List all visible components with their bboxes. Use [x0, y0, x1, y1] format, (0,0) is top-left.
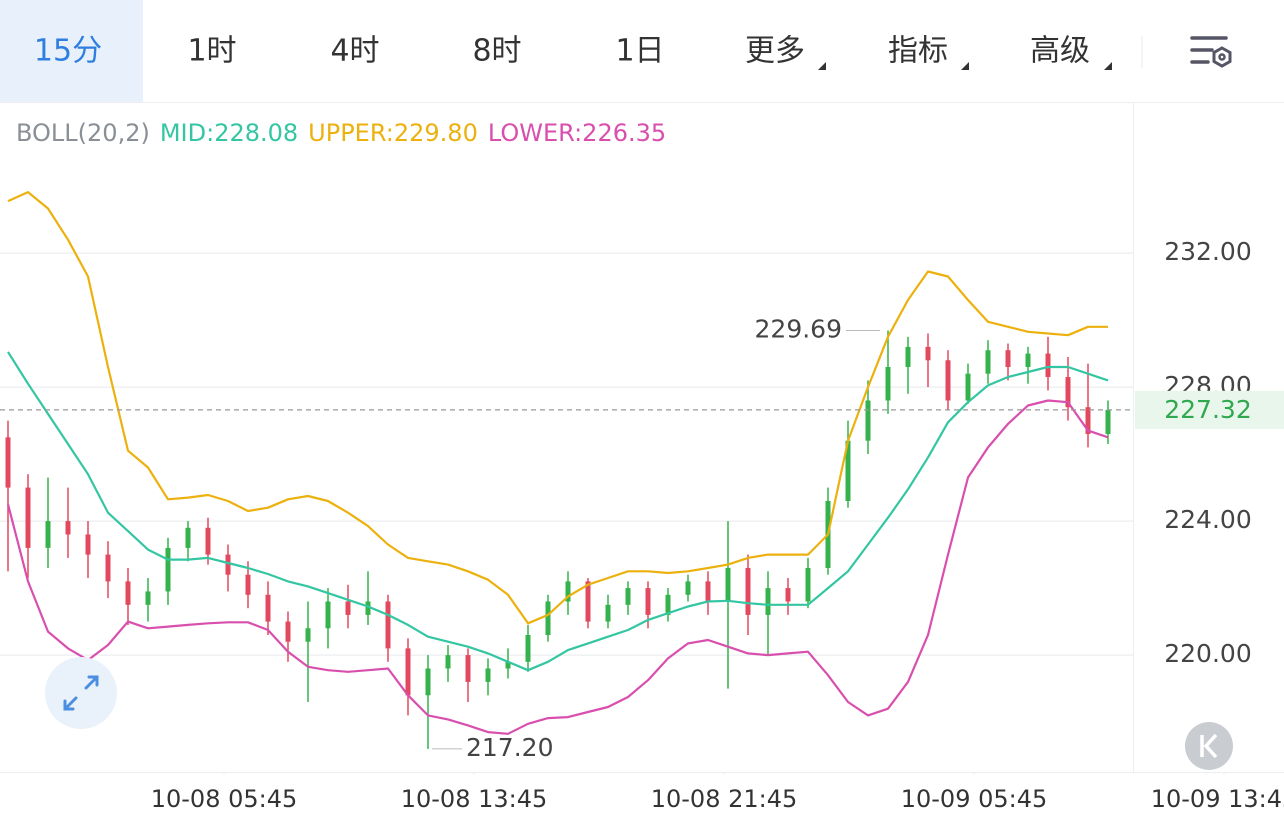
candle-body	[85, 534, 91, 555]
tab[interactable]: 8时	[472, 34, 521, 69]
dropdown-caret	[961, 62, 969, 70]
low-label: 217.20	[466, 733, 553, 762]
candle-body	[1085, 407, 1091, 434]
candle-body	[185, 527, 191, 548]
candle-body	[405, 648, 411, 696]
candle-body	[465, 655, 471, 682]
legend-entry: MID:228.08	[160, 119, 298, 147]
candle-body	[45, 521, 51, 548]
candle-body	[245, 574, 251, 595]
candle-body	[425, 668, 431, 696]
legend-entry: LOWER:226.35	[488, 119, 666, 147]
candle-body	[145, 591, 151, 605]
candle-body	[1045, 353, 1051, 378]
indicator-line	[6, 399, 1109, 735]
candle-body	[1025, 353, 1031, 367]
candle-body	[865, 400, 871, 441]
candle-body	[625, 588, 631, 605]
candle-body	[105, 554, 111, 582]
x-tick-label: 10-09 05:45	[901, 785, 1048, 813]
indicator-label: BOLL(20,2)	[16, 119, 150, 147]
candle-body	[365, 601, 371, 615]
tab[interactable]: 4时	[330, 34, 379, 69]
x-tick-label: 10-08 13:45	[401, 785, 548, 813]
tab[interactable]: 高级	[1030, 34, 1090, 69]
settings-icon[interactable]	[1190, 36, 1232, 68]
indicator-line	[7, 351, 1109, 672]
candle-body	[225, 554, 231, 575]
x-tick-label: 10-08 05:45	[151, 785, 298, 813]
y-tick-label: 220.00	[1164, 639, 1251, 668]
candle-body	[545, 601, 551, 635]
candle-body	[885, 366, 891, 401]
candle-body	[1005, 350, 1011, 367]
candle-body	[525, 634, 531, 662]
scroll-latest-button[interactable]	[1185, 722, 1233, 770]
active-tab-bg	[0, 0, 143, 102]
x-tick-label: 10-08 21:45	[651, 785, 798, 813]
indicator-line	[7, 191, 1108, 625]
y-tick-label: 224.00	[1164, 505, 1251, 534]
dropdown-caret	[818, 62, 826, 70]
tab[interactable]: 1时	[187, 34, 236, 69]
candle-body	[585, 581, 591, 622]
candle-body	[345, 601, 351, 615]
y-tick-label: 232.00	[1164, 237, 1251, 266]
candle-body	[505, 661, 511, 669]
candle-body	[705, 581, 711, 602]
legend-entry: UPPER:229.80	[308, 119, 478, 147]
candle-body	[845, 440, 851, 501]
candle-body	[265, 594, 271, 622]
tab[interactable]: 指标	[888, 34, 948, 69]
candle-body	[605, 604, 611, 622]
candle-body	[945, 360, 951, 401]
candle-body	[205, 527, 211, 555]
candle-body	[565, 581, 571, 602]
candle-body	[665, 594, 671, 615]
candle-body	[445, 655, 451, 669]
toolbar	[0, 0, 1284, 102]
candle-body	[905, 346, 911, 367]
candle-body	[1105, 409, 1111, 434]
tab[interactable]: 15分	[34, 34, 102, 69]
candle-body	[285, 621, 291, 642]
candle-body	[745, 567, 751, 615]
candle-body	[305, 628, 311, 642]
candle-body	[645, 588, 651, 615]
last-price-label: 227.32	[1164, 395, 1251, 424]
candle-body	[385, 601, 391, 649]
tab[interactable]: 1日	[615, 34, 664, 69]
candle-body	[725, 567, 731, 602]
candle-body	[485, 668, 491, 682]
candle-body	[125, 581, 131, 605]
candle-body	[805, 567, 811, 602]
candle-body	[65, 521, 71, 535]
candle-body	[325, 601, 331, 629]
candle-body	[925, 346, 931, 361]
last-price-box	[1135, 390, 1284, 429]
candle-body	[685, 581, 691, 595]
dropdown-caret	[1104, 62, 1112, 70]
expand-button[interactable]	[45, 657, 117, 729]
candle-body	[165, 547, 171, 592]
candle-body	[985, 350, 991, 374]
candle-body	[965, 373, 971, 401]
candle-body	[785, 588, 791, 602]
x-tick-label: 10-09 13:45	[1151, 785, 1284, 813]
tab-bar: 15分 1时 4时 8时 1日 更多 指标 高级	[0, 0, 1090, 102]
candle-body	[1065, 377, 1071, 408]
candle-body	[25, 487, 31, 548]
high-label: 229.69	[755, 314, 842, 343]
candle-body	[765, 588, 771, 615]
candle-body	[5, 437, 11, 488]
tab[interactable]: 更多	[745, 34, 805, 69]
